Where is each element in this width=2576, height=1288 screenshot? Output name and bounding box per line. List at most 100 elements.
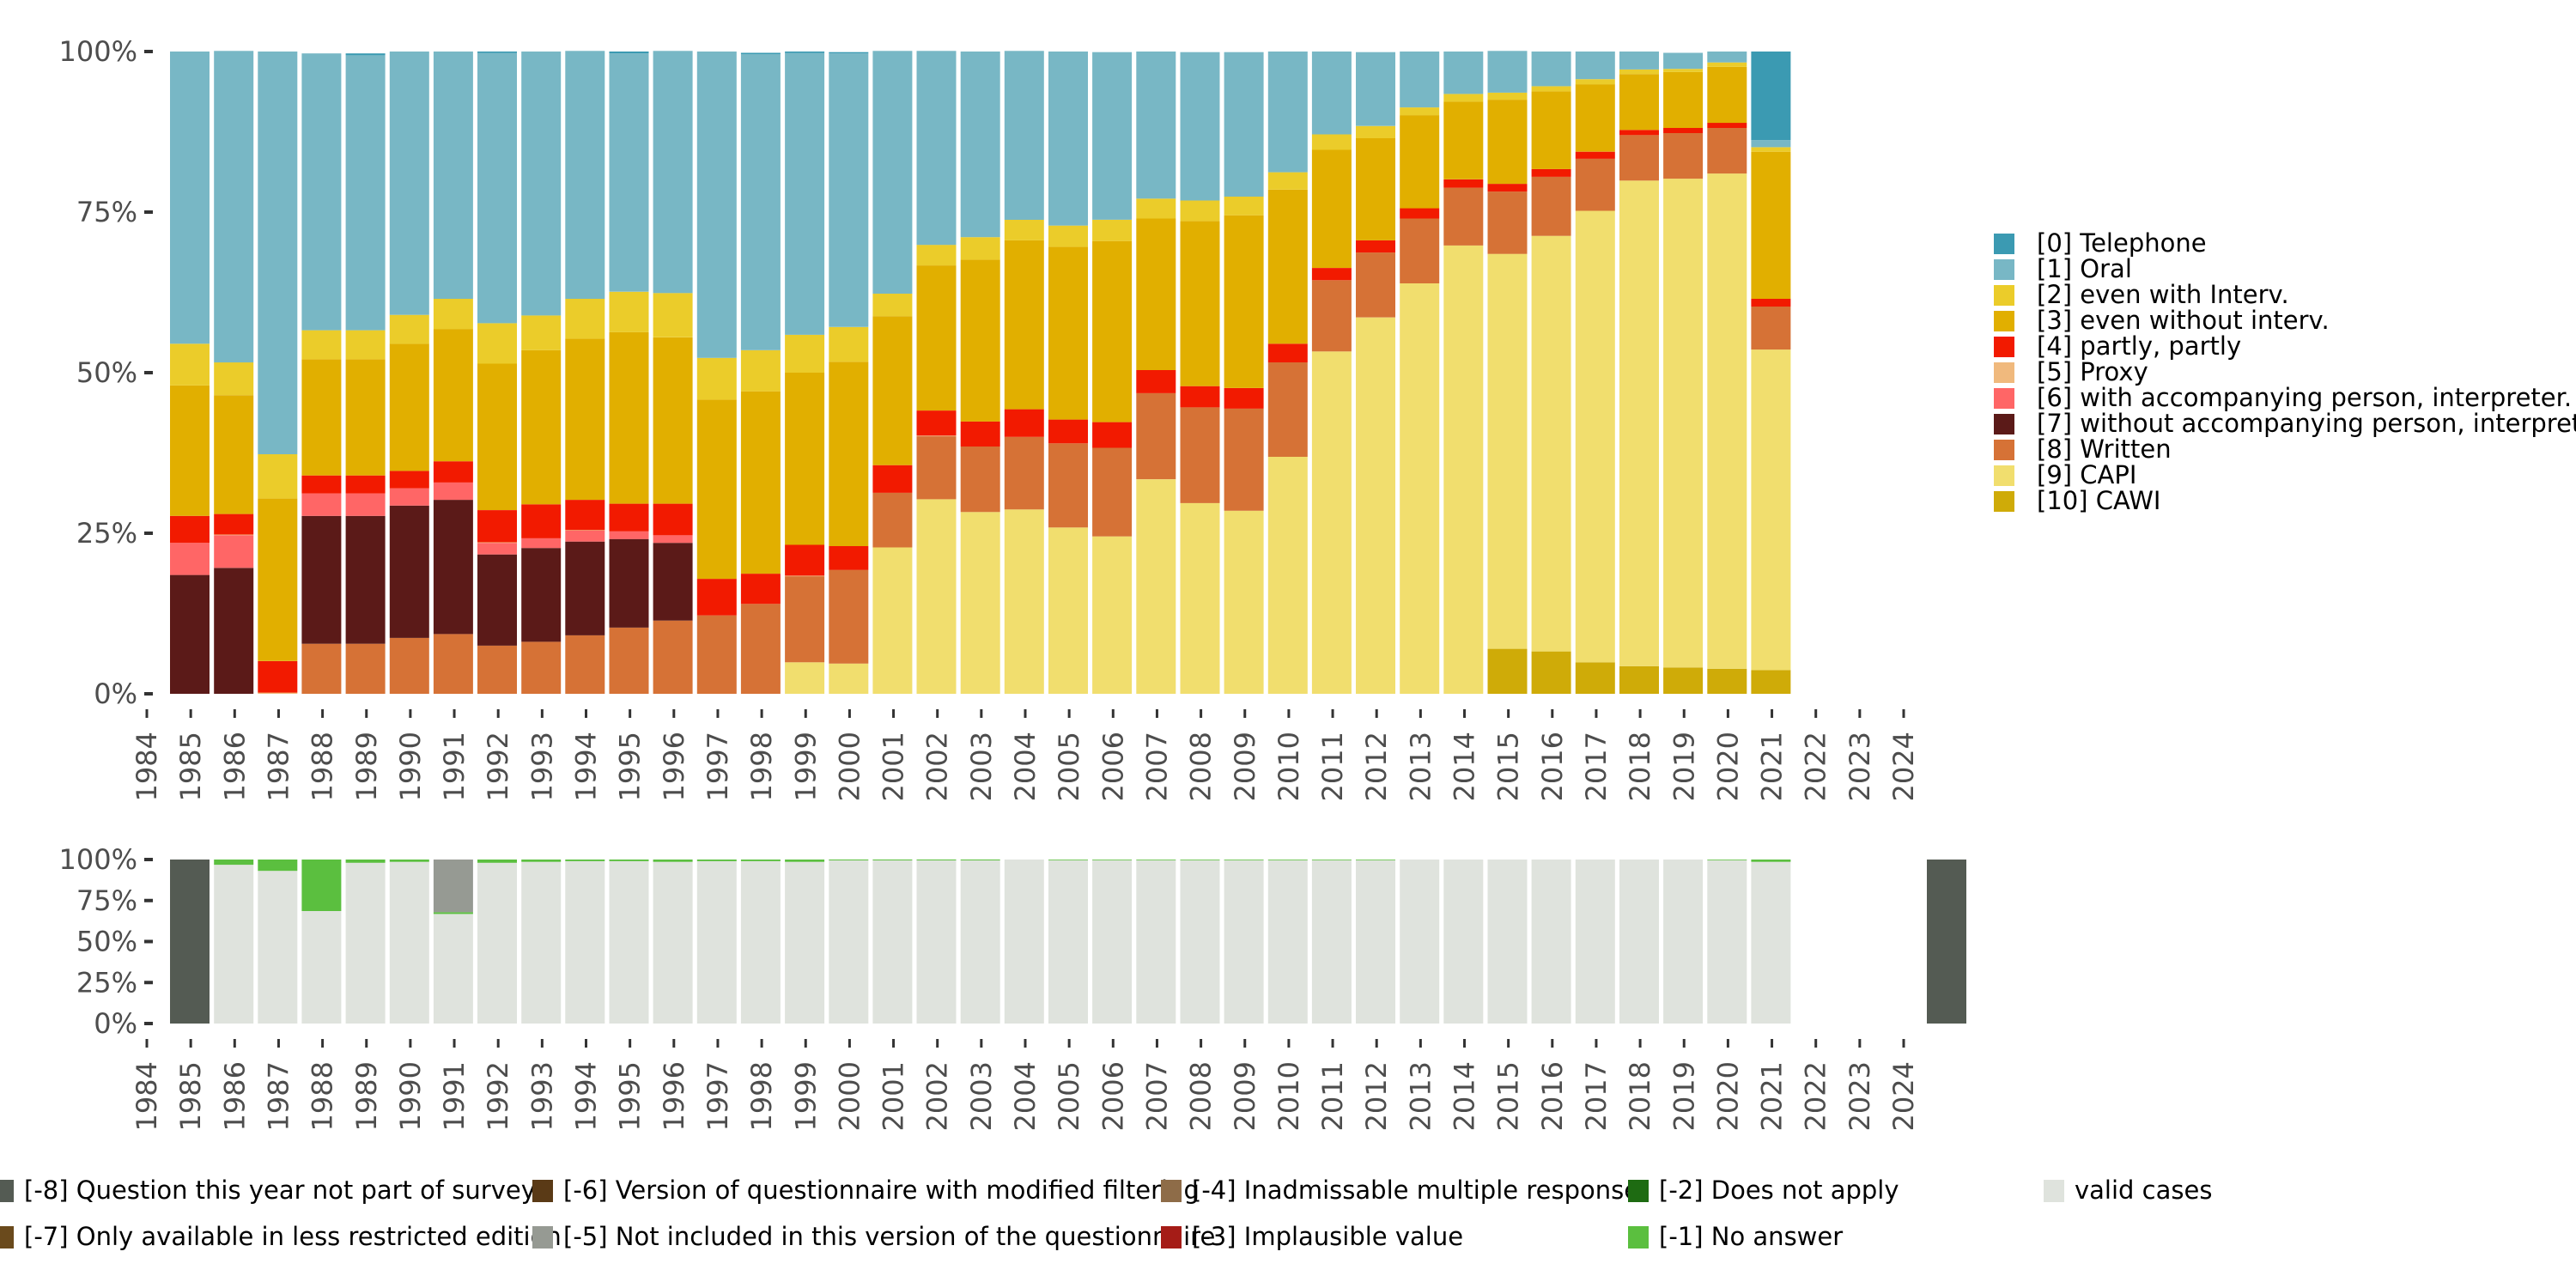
bar-segment-4-partly-partly-1986 [258, 660, 298, 693]
bar-segment-1-oral-2017 [1619, 52, 1659, 70]
bar-segment-3-even-without-interv-1998 [785, 373, 825, 545]
bar-segment-1-no-answer-1994 [609, 860, 649, 861]
bar-segment-3-even-without-interv-2008 [1224, 215, 1264, 388]
main-x-axis: 1984 1985 1986 1987 1988 1989 1990 1991 1992 1993… [131, 709, 1920, 801]
bar-segment-1-oral-2001 [916, 51, 957, 246]
x-tick-label: 1991 [438, 1061, 471, 1131]
x-tick-label: 2003 [965, 1061, 998, 1131]
bar-segment-5-proxy-1985 [214, 534, 254, 536]
bar-segment-9-capi-2007 [1180, 502, 1220, 694]
bar-segment-4-partly-partly-2018 [1663, 128, 1704, 133]
bar-segment-6-with-accompanying-person-interpreter-1987 [301, 493, 342, 516]
bar-segment-9-capi-2017 [1619, 180, 1659, 666]
bar-segment-3-even-without-interv-2018 [1663, 71, 1704, 128]
bar-segment-8-written-1990 [433, 634, 473, 694]
x-tick-label: 1985 [174, 1061, 207, 1131]
bar-segment-0-telephone-2020 [1751, 52, 1791, 141]
bar-segment-4-partly-partly-2013 [1443, 179, 1484, 188]
x-tick-label: 2002 [921, 732, 954, 801]
bar-segment-8-written-1996 [696, 615, 737, 694]
x-tick-label: 2011 [1316, 1061, 1349, 1131]
bar-segment-7-without-accompanying-person-interpreter-1995 [653, 543, 693, 621]
bar-segment-4-partly-partly-2010 [1311, 268, 1352, 281]
bar-segment-1-oral-1987 [301, 53, 342, 331]
bar-segment-3-even-without-interv-1996 [696, 399, 737, 580]
bar-segment-valid-cases-2000 [872, 860, 913, 1024]
bar-segment-valid-cases-2004 [1048, 860, 1088, 1024]
bar-segment-4-partly-partly-2007 [1180, 386, 1220, 408]
bar-segment-2-even-with-interv-2002 [960, 237, 1000, 260]
legend-swatch-valid-cases [2044, 1180, 2064, 1202]
legend-swatch-5-proxy [1994, 362, 2014, 383]
x-tick-label: 1998 [745, 732, 778, 801]
bar-segment-3-even-without-interv-2014 [1487, 100, 1528, 185]
bar-segment-4-partly-partly-1989 [389, 471, 429, 489]
legend-label-9-capi: [9] CAPI [2037, 460, 2136, 489]
bar-segment-8-written-2009 [1267, 362, 1308, 457]
bar-segment-9-capi-2005 [1092, 536, 1133, 694]
bar-segment-8-written-1989 [389, 637, 429, 694]
bar-segment-1-oral-1984 [170, 52, 210, 344]
bar-segment-0-telephone-1998 [785, 52, 825, 53]
bar-segment-6-with-accompanying-person-interpreter-1991 [477, 543, 517, 555]
x-tick-label: 2000 [833, 732, 866, 801]
bar-segment-6-with-accompanying-person-interpreter-1990 [433, 482, 473, 501]
bar-segment-4-partly-partly-1995 [653, 503, 693, 536]
bar-segment-valid-cases-2013 [1443, 860, 1484, 1024]
x-tick-label: 1988 [307, 732, 339, 801]
x-tick-label: 1984 [131, 1061, 163, 1131]
bar-segment-2-even-with-interv-1998 [785, 334, 825, 373]
legend-swatch-1-no-answer [1628, 1226, 1649, 1249]
bar-segment-4-partly-partly-2020 [1751, 299, 1791, 307]
bar-segment-2-even-with-interv-2018 [1663, 69, 1704, 72]
x-tick-label: 2009 [1229, 1061, 1261, 1131]
bar-segment-1-oral-1992 [521, 52, 562, 316]
bar-segment-6-with-accompanying-person-interpreter-1985 [214, 535, 254, 568]
bar-segment-valid-cases-1997 [740, 860, 781, 1024]
bar-segment-2-even-with-interv-2001 [916, 245, 957, 265]
legend-label-1-no-answer: [-1] No answer [1659, 1222, 1843, 1251]
bar-segment-2-even-with-interv-2019 [1707, 62, 1747, 67]
bar-segment-2-even-with-interv-1989 [389, 314, 429, 344]
bar-segment-3-even-without-interv-2003 [1004, 240, 1044, 410]
bar-segment-2-even-with-interv-2004 [1048, 225, 1088, 247]
x-tick-label: 1989 [350, 732, 383, 801]
x-tick-label: 2015 [1492, 1061, 1525, 1131]
bar-segment-2-even-with-interv-1992 [521, 315, 562, 350]
x-tick-label: 2023 [1844, 732, 1876, 801]
x-tick-label: 2020 [1711, 732, 1744, 801]
x-tick-label: 2001 [878, 1061, 910, 1131]
bar-segment-1-no-answer-1986 [258, 860, 298, 872]
bar-segment-0-telephone-1994 [609, 52, 649, 54]
bar-segment-4-partly-partly-2019 [1707, 123, 1747, 128]
bar-segment-9-capi-2012 [1400, 283, 1440, 694]
bar-segment-7-without-accompanying-person-interpreter-1985 [214, 568, 254, 694]
bar-segment-4-partly-partly-2000 [872, 465, 913, 493]
bar-segment-2-even-with-interv-1991 [477, 323, 517, 364]
bar-segment-1-oral-2010 [1311, 52, 1352, 135]
bar-segment-valid-cases-2009 [1267, 860, 1308, 1024]
x-tick-label: 1987 [262, 1061, 295, 1131]
bar-segment-9-capi-2016 [1575, 210, 1615, 663]
bar-segment-1-oral-2007 [1180, 52, 1220, 201]
x-tick-label: 2018 [1624, 732, 1656, 801]
legend-swatch-8-written [1994, 440, 2014, 460]
bar-segment-9-capi-2010 [1311, 351, 1352, 694]
x-tick-label: 2004 [1009, 1061, 1042, 1131]
bar-segment-valid-cases-2011 [1356, 860, 1395, 1024]
legend-label-4-inadmissable-multiple-response: [-4] Inadmissable multiple response [1192, 1176, 1639, 1205]
bar-segment-0-telephone-1991 [477, 52, 517, 53]
bar-segment-1-no-answer-1998 [785, 860, 825, 862]
bar-segment-4-partly-partly-1984 [170, 515, 210, 544]
bar-segment-1-oral-2008 [1224, 52, 1264, 197]
legend-label-5-proxy: [5] Proxy [2037, 357, 2148, 386]
x-tick-label: 2010 [1273, 1061, 1305, 1131]
bar-segment-2-even-with-interv-2014 [1487, 92, 1528, 100]
bar-segment-valid-cases-1993 [565, 860, 605, 1024]
legend-swatch-10-cawi [1994, 491, 2014, 512]
x-tick-label: 2005 [1053, 732, 1085, 801]
legend-swatch-6-version-of-questionnaire-with-modified-filtering [532, 1180, 553, 1202]
bar-segment-4-partly-partly-2014 [1487, 184, 1528, 192]
bar-segment-8-written-1995 [653, 620, 693, 694]
x-tick-label: 1997 [702, 732, 734, 801]
